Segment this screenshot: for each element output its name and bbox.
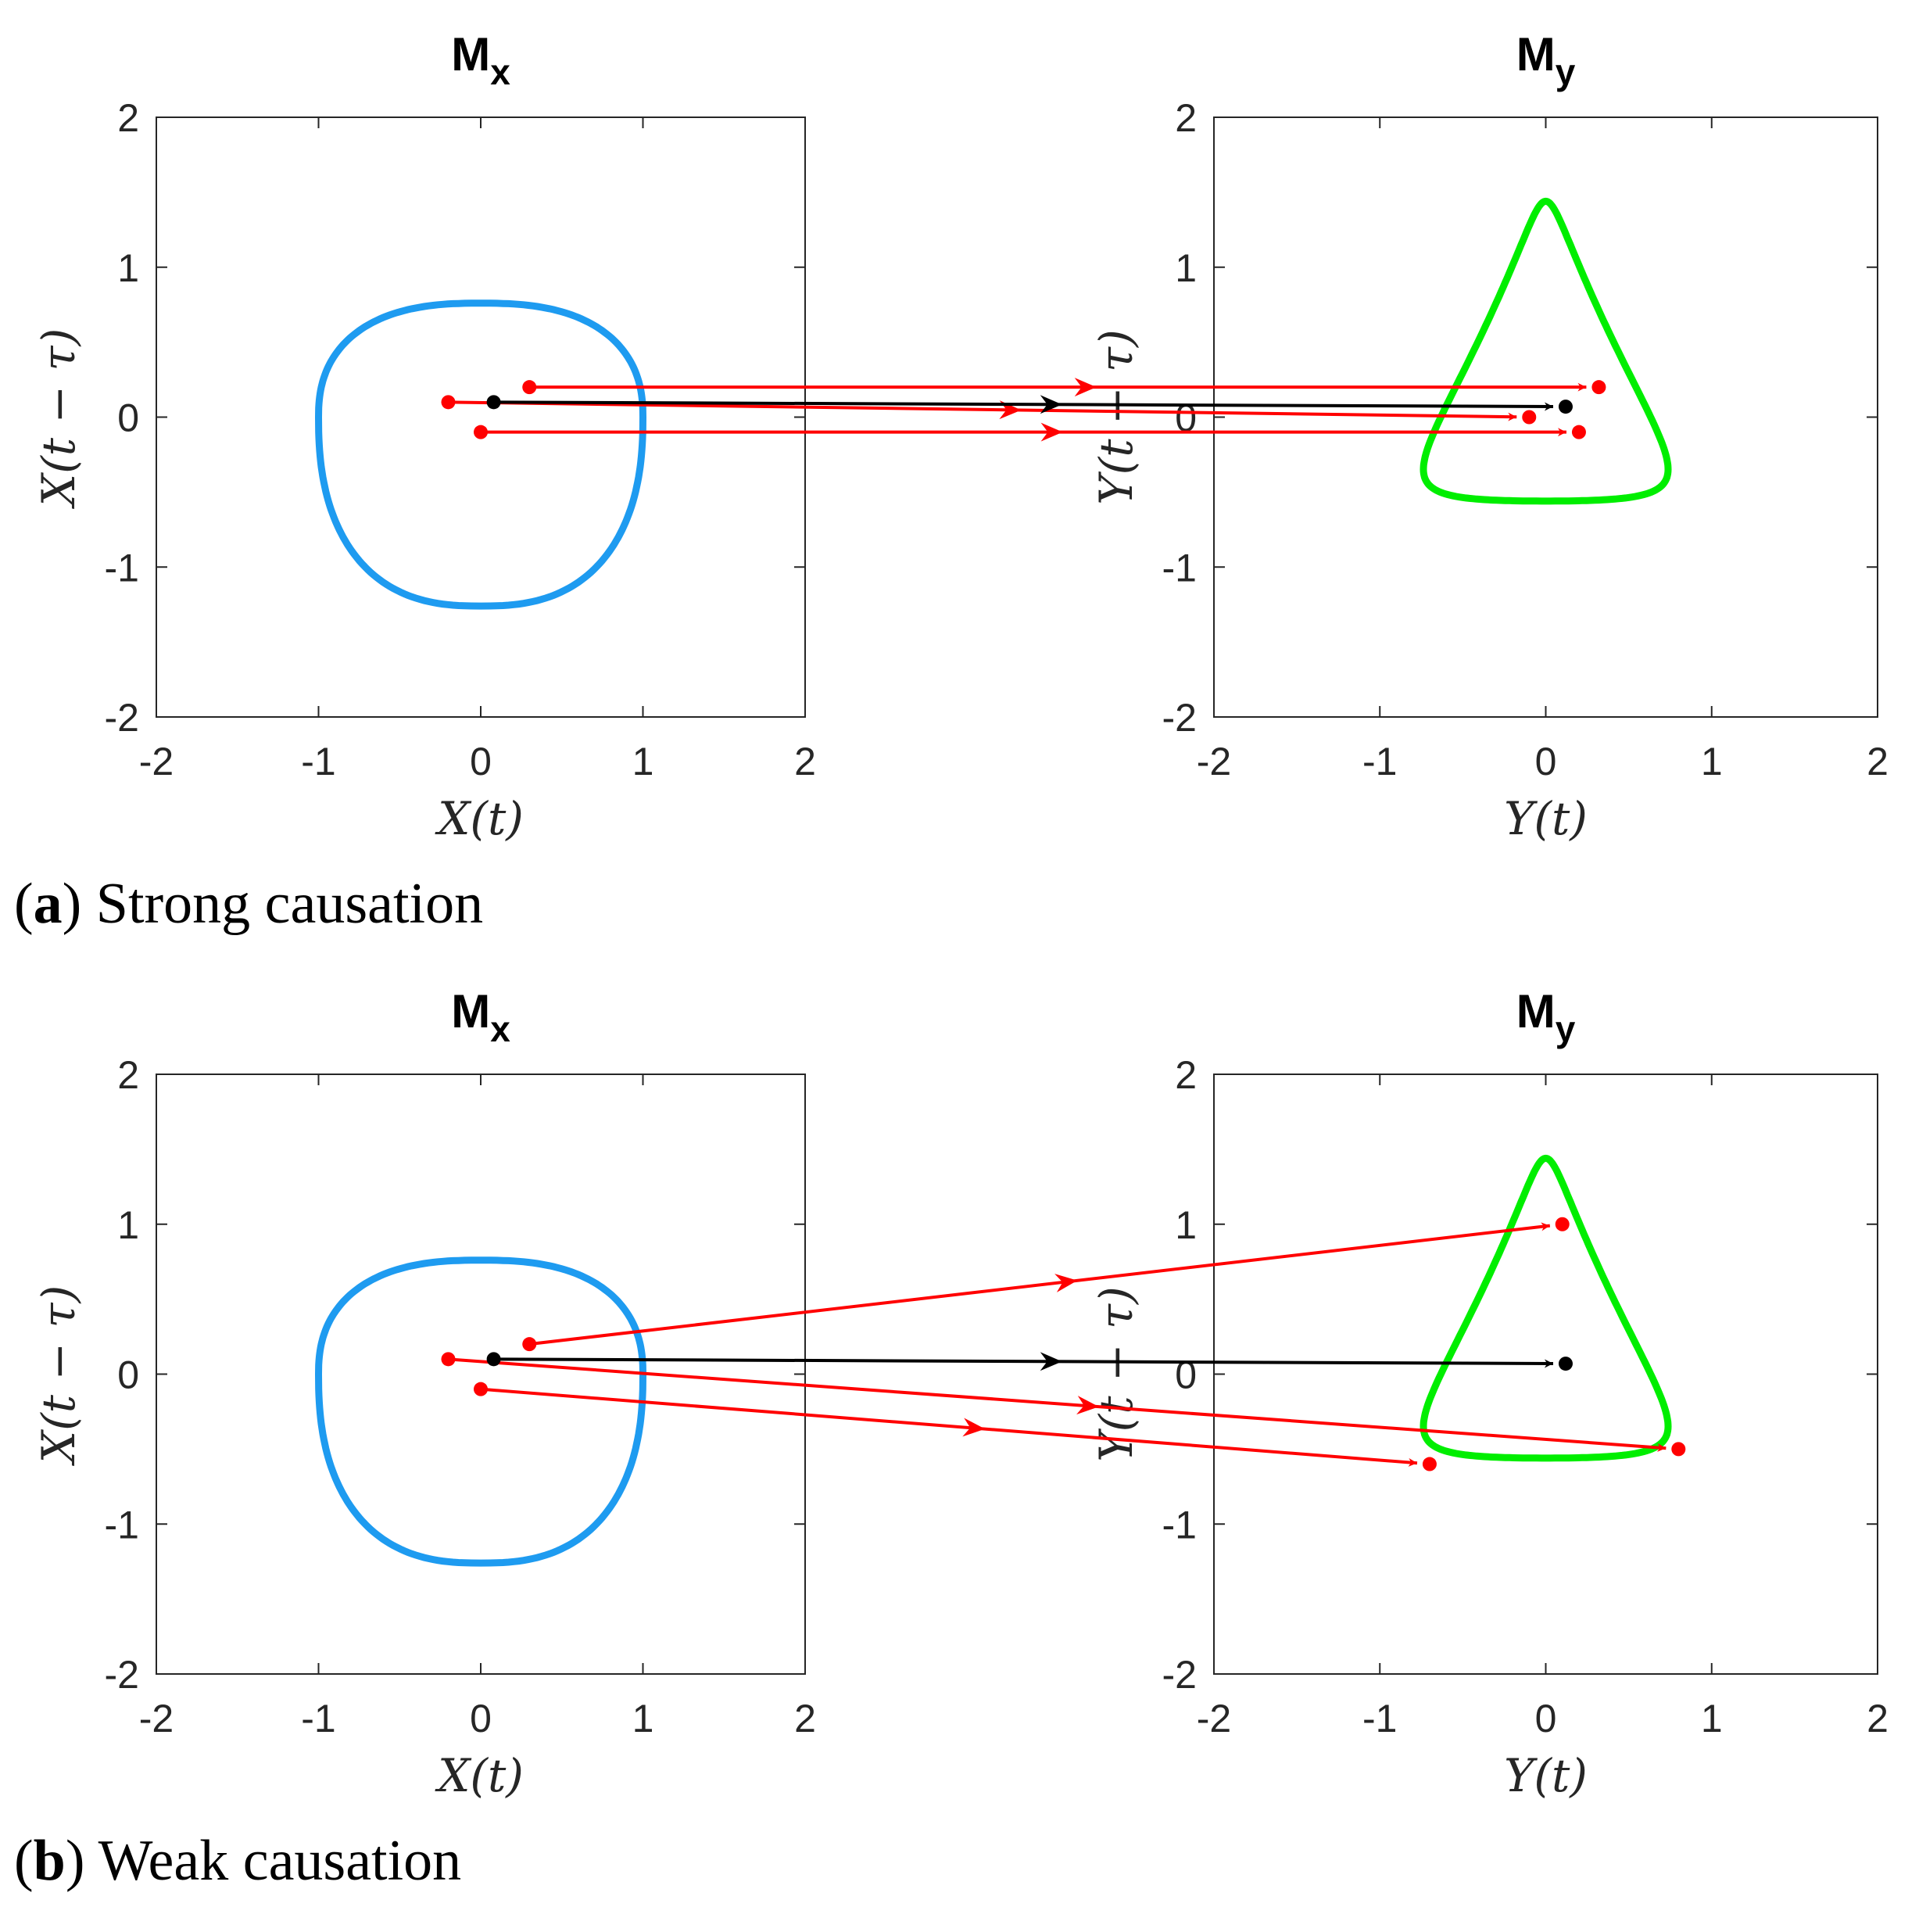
caption-a: (a) Strong causation	[14, 872, 483, 936]
neighbor-arrow-2-mid-arrowhead	[1040, 422, 1063, 442]
panel-b: -2 -1 0 1 2 -2 -1 0 1 2 -2 -1 0 1 2 -2 -1 0 1 2 Mx My X(t) X(t …	[14, 985, 1889, 1893]
left-ytick-label: 1	[117, 1203, 139, 1247]
left-xtick-label: 2	[794, 1697, 816, 1740]
neighbor-target-point	[1571, 425, 1586, 439]
right-ytick-label: 2	[1175, 1053, 1197, 1097]
left-ytick-label: 0	[117, 1353, 139, 1397]
right-xtick-label: 2	[1867, 1697, 1889, 1740]
neighbor-target-point	[1422, 1457, 1437, 1471]
right-ytick-label: -2	[1162, 696, 1197, 740]
right-xtick-label: 0	[1535, 740, 1557, 783]
attractor-my-curve	[1420, 1154, 1672, 1462]
right-ytick-label: -1	[1162, 1503, 1197, 1547]
left-xlabel: X(t)	[435, 792, 524, 845]
left-xtick-label: 2	[794, 740, 816, 783]
left-xtick-label: 1	[632, 1697, 654, 1740]
neighbor-arrow-0-mid-arrowhead	[1074, 378, 1097, 397]
right-ytick-label: -2	[1162, 1653, 1197, 1697]
right-xlabel: Y(t)	[1504, 792, 1588, 845]
right-xtick-label: 2	[1867, 740, 1889, 783]
neighbor-target-point	[1522, 410, 1537, 425]
query-arrow-mid-arrowhead	[1040, 395, 1062, 414]
right-title: My	[1516, 28, 1576, 92]
attractor-my-curve	[1420, 197, 1672, 505]
neighbor-source-point	[441, 395, 456, 410]
left-ytick-label: 1	[117, 246, 139, 290]
left-ytick-label: 2	[117, 96, 139, 140]
right-xtick-label: 0	[1535, 1697, 1557, 1740]
caption-b: (b) Weak causation	[14, 1829, 461, 1893]
right-axes-box	[1213, 116, 1878, 718]
neighbor-arrow-1-shaft	[448, 1357, 1667, 1450]
right-ylabel: Y(t − τ)	[1090, 1286, 1143, 1461]
left-xtick-label: -1	[301, 740, 335, 783]
left-xtick-label: 0	[470, 1697, 492, 1740]
query-source-point	[486, 1352, 501, 1367]
neighbor-arrow-2-shaft	[480, 1387, 1418, 1465]
neighbor-target-point	[1555, 1217, 1570, 1231]
left-axes-box	[156, 1074, 806, 1675]
neighbor-arrow-0-mid-arrowhead	[1054, 1274, 1078, 1292]
left-ytick-label: -2	[105, 1653, 139, 1697]
attractor-mx-curve	[314, 1256, 647, 1567]
right-xtick-label: -2	[1197, 1697, 1231, 1740]
query-target-point	[1558, 1357, 1573, 1371]
neighbor-source-point	[522, 380, 537, 395]
right-xtick-label: -1	[1362, 740, 1397, 783]
left-ytick-label: -1	[105, 1503, 139, 1547]
neighbor-arrow-1-mid-arrowhead	[1076, 1396, 1099, 1415]
neighbor-target-point	[1671, 1442, 1686, 1457]
left-ytick-label: 2	[117, 1053, 139, 1097]
left-title: Mx	[451, 28, 510, 92]
right-title: My	[1516, 985, 1576, 1049]
query-source-point	[486, 395, 501, 410]
left-xtick-label: -2	[139, 740, 174, 783]
left-xtick-label: 1	[632, 740, 654, 783]
neighbor-target-point	[1591, 380, 1606, 395]
left-ylabel: X(t − τ)	[32, 1285, 85, 1466]
neighbor-source-point	[522, 1337, 537, 1352]
right-xlabel: Y(t)	[1504, 1749, 1588, 1802]
attractor-mx-curve	[314, 299, 647, 610]
left-xtick-label: -1	[301, 1697, 335, 1740]
query-arrow-mid-arrowhead	[1040, 1352, 1062, 1371]
right-axes-box	[1213, 1074, 1878, 1675]
right-ytick-label: 1	[1175, 1203, 1197, 1247]
right-ytick-label: 2	[1175, 96, 1197, 140]
neighbor-arrow-0-shaft	[529, 1224, 1551, 1346]
right-xtick-label: -1	[1362, 1697, 1397, 1740]
right-xtick-label: 1	[1701, 1697, 1723, 1740]
left-axes-box	[156, 116, 806, 718]
right-ylabel: Y(t − τ)	[1090, 329, 1143, 504]
right-ytick-label: -1	[1162, 546, 1197, 590]
left-ytick-label: 0	[117, 396, 139, 440]
left-xlabel: X(t)	[435, 1749, 524, 1802]
left-xtick-label: 0	[470, 740, 492, 783]
neighbor-arrow-1-shaft	[448, 400, 1517, 419]
neighbor-source-point	[474, 425, 488, 439]
query-arrow-shaft	[493, 1357, 1553, 1366]
right-xtick-label: -2	[1197, 740, 1231, 783]
neighbor-source-point	[441, 1352, 456, 1367]
left-ytick-label: -2	[105, 696, 139, 740]
right-ytick-label: 1	[1175, 246, 1197, 290]
right-xtick-label: 1	[1701, 740, 1723, 783]
right-ytick-label: 0	[1175, 1353, 1197, 1397]
query-target-point	[1558, 400, 1573, 414]
left-ytick-label: -1	[105, 546, 139, 590]
left-ylabel: X(t − τ)	[32, 328, 85, 509]
query-arrow-shaft	[493, 400, 1553, 409]
neighbor-arrow-2-mid-arrowhead	[962, 1418, 986, 1437]
neighbor-source-point	[474, 1382, 488, 1396]
left-xtick-label: -2	[139, 1697, 174, 1740]
left-title: Mx	[451, 985, 510, 1049]
